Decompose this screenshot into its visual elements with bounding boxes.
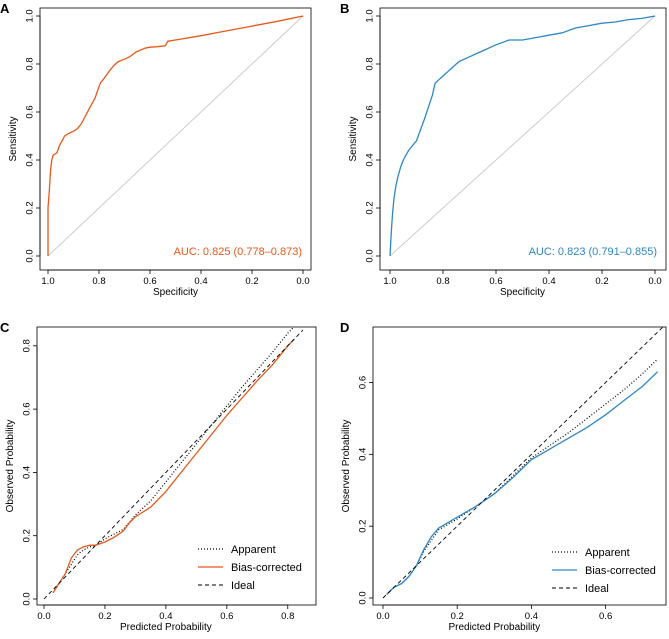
legend-label: Ideal bbox=[585, 583, 609, 595]
x-axis-title: Predicted Probability bbox=[120, 622, 212, 633]
x-tick-label: 0.4 bbox=[542, 276, 555, 287]
auc-annotation: AUC: 0.823 (0.791–0.855) bbox=[529, 246, 657, 258]
legend-label: Bias-corrected bbox=[231, 562, 302, 574]
roc-curve-line bbox=[47, 15, 304, 256]
x-tick-label: 0.0 bbox=[37, 611, 50, 622]
panel-a: A 1.0 0.8 0.6 0.4 0.2 0.0 Specificity 0.0 0.2 0.4 0… bbox=[0, 1, 312, 298]
x-axis-title: Specificity bbox=[153, 287, 198, 298]
plot-border bbox=[372, 326, 667, 606]
x-tick-label: 0.0 bbox=[648, 276, 661, 287]
plot-area bbox=[382, 327, 664, 599]
panel-label: A bbox=[0, 1, 10, 16]
reference-diagonal-line bbox=[47, 15, 304, 257]
auc-annotation: AUC: 0.825 (0.778–0.873) bbox=[174, 246, 302, 258]
legend-label: Apparent bbox=[231, 544, 276, 556]
x-tick-label: 0.8 bbox=[92, 276, 105, 287]
y-tick-label: 0.0 bbox=[365, 249, 376, 262]
roc-curve-line bbox=[389, 15, 656, 257]
apparent-curve-line bbox=[386, 358, 659, 595]
ideal-curve-line bbox=[43, 329, 304, 600]
y-tick-label: 0.2 bbox=[25, 201, 36, 214]
x-tick-label: 0.4 bbox=[194, 276, 207, 287]
x-tick-label: 1.0 bbox=[383, 276, 396, 287]
y-axis-title: Observed Probability bbox=[5, 420, 16, 513]
x-tick-label: 0.6 bbox=[143, 276, 156, 287]
x-tick-label: 0.2 bbox=[98, 611, 111, 622]
ideal-curve-line bbox=[382, 327, 664, 599]
y-tick-label: 0.6 bbox=[358, 376, 369, 389]
y-tick-label: 0.6 bbox=[25, 105, 36, 118]
legend-label: Apparent bbox=[585, 547, 630, 559]
x-tick-label: 0.2 bbox=[595, 276, 608, 287]
x-tick-label: 0.4 bbox=[525, 611, 538, 622]
panel-label: D bbox=[340, 320, 349, 335]
y-tick-label: 1.0 bbox=[25, 9, 36, 22]
apparent-curve-line bbox=[52, 327, 295, 594]
panel-label: B bbox=[340, 1, 349, 16]
x-tick-label: 1.0 bbox=[41, 276, 54, 287]
panel-c: C 0.0 0.2 0.4 0.6 0.8 Predicted Probability 0.0… bbox=[0, 320, 317, 633]
x-axis-title: Predicted Probability bbox=[448, 622, 540, 633]
x-tick-label: 0.8 bbox=[436, 276, 449, 287]
x-tick-label: 0.4 bbox=[159, 611, 172, 622]
x-tick-label: 0.6 bbox=[489, 276, 502, 287]
plot-area bbox=[389, 15, 656, 257]
x-tick-label: 0.8 bbox=[281, 611, 294, 622]
y-tick-label: 0.0 bbox=[358, 591, 369, 604]
bias-corrected-curve-line bbox=[52, 339, 295, 594]
x-tick-label: 0.6 bbox=[220, 611, 233, 622]
x-tick-label: 0.6 bbox=[599, 611, 612, 622]
y-tick-label: 0.0 bbox=[22, 592, 33, 605]
plot-border bbox=[36, 326, 317, 606]
legend-label: Ideal bbox=[231, 580, 255, 592]
panel-label: C bbox=[0, 320, 10, 335]
y-tick-label: 0.4 bbox=[358, 448, 369, 461]
y-tick-label: 0.6 bbox=[365, 105, 376, 118]
y-tick-label: 0.6 bbox=[22, 403, 33, 416]
x-axis-title: Specificity bbox=[500, 287, 545, 298]
y-tick-label: 0.4 bbox=[22, 466, 33, 479]
plot-border bbox=[39, 7, 312, 271]
reference-diagonal-line bbox=[389, 15, 656, 257]
x-tick-label: 0.2 bbox=[245, 276, 258, 287]
y-tick-label: 0.0 bbox=[25, 249, 36, 262]
bias-corrected-curve-line bbox=[386, 371, 659, 595]
y-tick-label: 0.2 bbox=[22, 529, 33, 542]
y-tick-label: 0.4 bbox=[365, 153, 376, 166]
y-tick-label: 0.8 bbox=[365, 57, 376, 70]
legend: Apparent Bias-corrected Ideal bbox=[552, 547, 656, 595]
panel-b: B 1.0 0.8 0.6 0.4 0.2 0.0 Specificity 0.0 0.2 0.4 0… bbox=[340, 1, 667, 298]
plot-area bbox=[43, 327, 304, 600]
x-tick-label: 0.2 bbox=[451, 611, 464, 622]
plot-area bbox=[47, 15, 304, 257]
y-tick-label: 0.8 bbox=[22, 339, 33, 352]
legend-label: Bias-corrected bbox=[585, 565, 656, 577]
x-tick-label: 0.0 bbox=[296, 276, 309, 287]
panel-d: D 0.0 0.2 0.4 0.6 Predicted Probability 0.0 0.2… bbox=[340, 320, 667, 633]
x-tick-label: 0.0 bbox=[376, 611, 389, 622]
y-tick-label: 0.2 bbox=[365, 201, 376, 214]
y-tick-label: 0.2 bbox=[358, 520, 369, 533]
y-tick-label: 1.0 bbox=[365, 9, 376, 22]
y-axis-title: Sensitivity bbox=[8, 116, 19, 161]
y-axis-title: Observed Probability bbox=[341, 420, 352, 513]
y-axis-title: Sensitivity bbox=[348, 116, 359, 161]
legend: Apparent Bias-corrected Ideal bbox=[198, 544, 302, 592]
y-tick-label: 0.8 bbox=[25, 57, 36, 70]
plot-border bbox=[379, 7, 667, 271]
y-tick-label: 0.4 bbox=[25, 153, 36, 166]
